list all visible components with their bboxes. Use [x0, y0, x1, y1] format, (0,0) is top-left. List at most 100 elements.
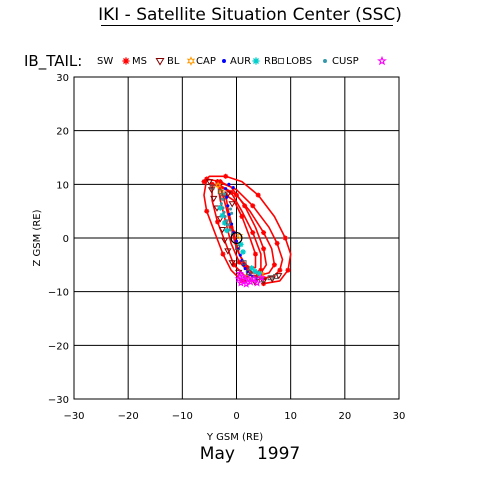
ms-point [205, 179, 214, 186]
legend-heading: IB_TAIL: [24, 52, 82, 71]
footer-year: 1997 [256, 444, 301, 464]
x-tick-label: 30 [393, 411, 406, 422]
sw-point [261, 246, 267, 252]
sw-point [215, 179, 221, 185]
series-cusp [234, 268, 266, 288]
title-underline [101, 25, 393, 26]
sw-point [220, 251, 226, 257]
legend-symbol-ms [155, 57, 165, 66]
bl-point [236, 231, 244, 241]
footer-date: May 1997 [0, 444, 500, 464]
sw-point [255, 192, 261, 198]
y-tick-label: 10 [56, 180, 69, 191]
sw-point [239, 278, 245, 284]
legend-label-rb: RB [264, 56, 278, 67]
sw-point [274, 240, 280, 246]
y-tick-label: 20 [56, 127, 69, 138]
y-tick-label: −20 [48, 341, 69, 352]
x-tick-label: 20 [338, 411, 351, 422]
sw-point [201, 179, 207, 185]
cap-point [226, 204, 230, 208]
cusp-point [257, 273, 266, 282]
chart-title: IKI - Satellite Situation Center (SSC) [98, 5, 402, 25]
lobs-point [224, 219, 228, 223]
footer-month: May [199, 444, 235, 464]
aur-point [217, 205, 224, 211]
ms-point [224, 248, 232, 255]
cap-point [227, 182, 231, 186]
sw-point [258, 267, 264, 273]
sw-point [282, 235, 288, 241]
x-tick-label: −30 [63, 411, 84, 422]
earth-circle [230, 231, 243, 245]
lobs-point [230, 211, 234, 215]
x-tick-label: −10 [172, 411, 193, 422]
cusp-point [238, 272, 248, 281]
legend-symbol-rb [277, 57, 285, 65]
sw-point [209, 181, 215, 187]
ms-point [228, 201, 236, 208]
ms-point [218, 226, 227, 234]
y-tick-label: −30 [48, 395, 69, 406]
aur-point [240, 249, 246, 255]
cap-point [225, 195, 229, 199]
ms-point [228, 260, 236, 267]
legend-label-cusp: CUSP [332, 56, 359, 67]
cusp-point [234, 274, 243, 283]
legend-label-lobs: LOBS [286, 56, 312, 67]
sw-point [236, 259, 242, 265]
ms-point [220, 237, 229, 244]
ms-point [207, 187, 216, 194]
legend-symbol-sw [122, 57, 130, 65]
legend-symbol-aur [252, 57, 260, 65]
sw-point [215, 219, 221, 225]
cap-point [243, 267, 247, 271]
sw-point [217, 179, 223, 185]
legend-symbol-bl [186, 56, 196, 66]
legend: SW MS BL CAP AUR RB LOBS CUSP [97, 55, 387, 67]
sw-point [277, 267, 283, 273]
x-tick-label: 0 [233, 411, 239, 422]
cap-point [230, 222, 234, 226]
sw-point [228, 224, 234, 230]
sw-point [204, 208, 210, 214]
legend-symbol-cap [222, 59, 226, 63]
legend-label-sw: SW [97, 56, 113, 67]
lobs-point [220, 197, 224, 201]
sw-point [239, 214, 245, 220]
cusp-point [252, 278, 262, 287]
plot-frame [73, 76, 400, 400]
x-axis-label: Y GSM (RE) [206, 432, 263, 443]
y-axis-label: Z GSM (RE) [32, 209, 43, 266]
bl-point [214, 181, 222, 190]
sw-point [242, 203, 248, 209]
aur-point [248, 265, 255, 271]
sw-point [250, 230, 256, 236]
x-tick-label: 10 [284, 411, 297, 422]
sw-point [244, 265, 250, 271]
y-tick-label: −10 [48, 288, 69, 299]
sw-point [252, 251, 258, 257]
y-tick-label: 0 [63, 234, 69, 245]
axis-ticks: −30 −20 −10 0 10 20 30 −30 −20 −10 0 10 20 30 [48, 73, 405, 422]
cap-point [234, 239, 239, 243]
lobs-point [229, 207, 233, 211]
aur-point [238, 241, 244, 248]
cusp-point [236, 278, 245, 287]
aur-point [256, 270, 263, 277]
sw-point [255, 273, 261, 279]
cusp-point [242, 279, 251, 288]
lobs-point [223, 214, 227, 219]
legend-label-cap: CAP [196, 56, 216, 67]
series-aur [217, 205, 263, 277]
aur-point [219, 212, 226, 219]
legend-label-ms: MS [132, 56, 147, 67]
series-layer [201, 173, 292, 288]
rb-point [241, 260, 247, 266]
rb-point [235, 245, 241, 251]
ms-point [224, 191, 232, 198]
sw-point [223, 173, 229, 179]
rb-point [209, 184, 215, 190]
rb-point [267, 275, 273, 281]
